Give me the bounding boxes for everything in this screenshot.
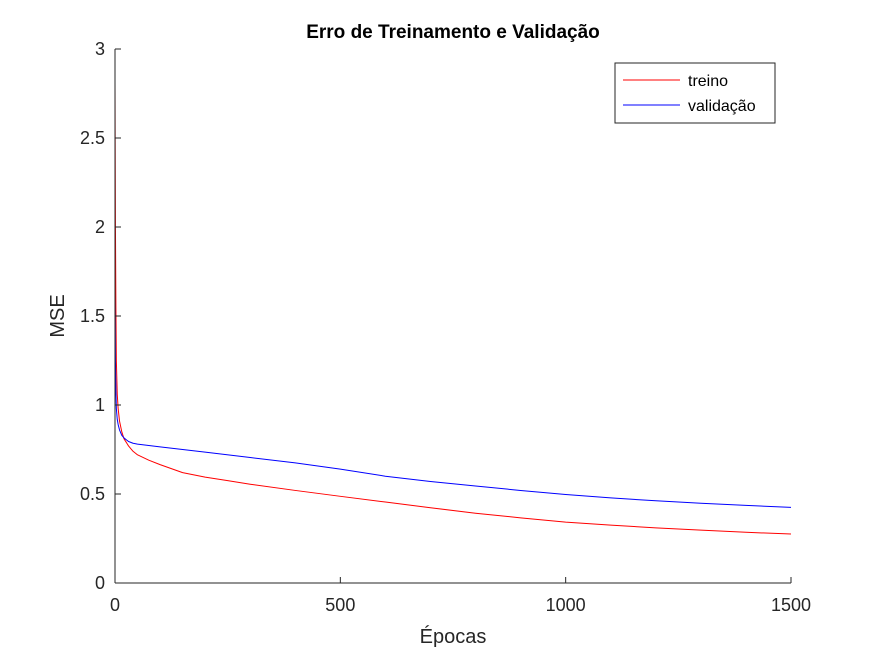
- chart-title: Erro de Treinamento e Validação: [306, 22, 600, 43]
- series-line-validacao: [114, 294, 792, 508]
- y-tick-label: 2.5: [80, 128, 105, 148]
- series-line-treino: [114, 81, 792, 535]
- y-ticks: 0 0.5 1 1.5 2 2.5 3: [80, 39, 121, 593]
- x-tick-label: 500: [325, 595, 355, 615]
- plot-area: [115, 49, 791, 583]
- y-tick-label: 2: [95, 217, 105, 237]
- legend-box: [614, 62, 776, 124]
- x-tick-label: 1000: [546, 595, 586, 615]
- y-tick-label: 0: [95, 573, 105, 593]
- y-axis-label: MSE: [47, 294, 69, 337]
- y-tick-label: 0.5: [80, 484, 105, 504]
- y-tick-label: 1: [95, 395, 105, 415]
- x-tick-label: 0: [110, 595, 120, 615]
- y-tick-label: 1.5: [80, 306, 105, 326]
- y-tick-label: 3: [95, 39, 105, 59]
- x-tick-label: 1500: [771, 595, 811, 615]
- x-axis-label: Épocas: [420, 625, 487, 648]
- legend-label-validacao: validação: [688, 98, 756, 115]
- series-layer: [114, 81, 792, 535]
- legend-label-treino: treino: [688, 73, 728, 90]
- x-ticks: 0 500 1000 1500: [110, 577, 811, 615]
- legend: treino validação: [614, 62, 776, 124]
